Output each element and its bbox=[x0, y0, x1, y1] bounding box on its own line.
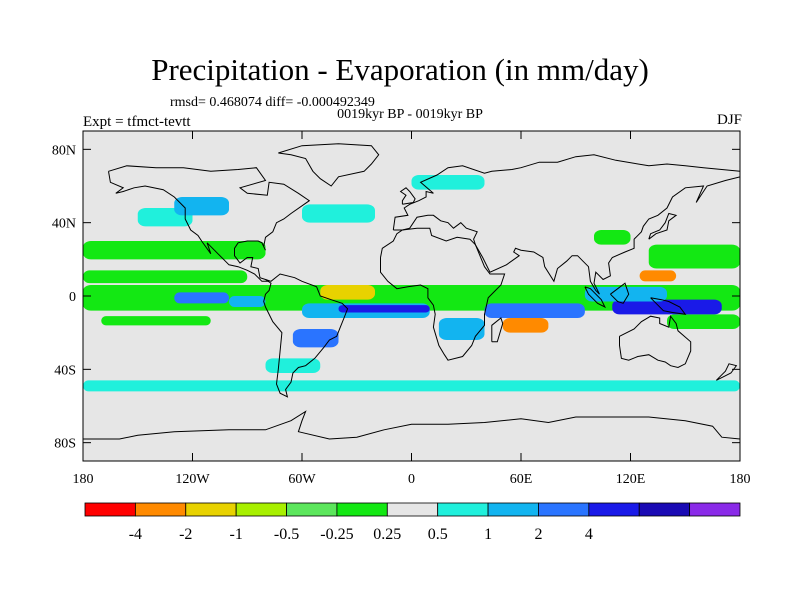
field-patch bbox=[292, 329, 339, 348]
lat-tick-label: 80N bbox=[52, 143, 76, 158]
coastline-antarctica bbox=[83, 410, 740, 440]
colorbar-label: 0.5 bbox=[428, 526, 448, 543]
lat-tick-label: 40N bbox=[52, 217, 76, 232]
field-patch bbox=[502, 318, 549, 333]
colorbar: -4 -2 -1 -0.5 -0.25 0.25 0.5 1 2 4 bbox=[84, 502, 741, 543]
field-patch bbox=[302, 204, 375, 223]
colorbar-box bbox=[286, 502, 338, 517]
coastline-madagascar bbox=[491, 317, 504, 343]
field-patch bbox=[594, 230, 631, 245]
colorbar-box bbox=[638, 502, 691, 517]
coastline-sumatra bbox=[584, 286, 607, 309]
coastline-south-america bbox=[263, 273, 349, 398]
colorbar-label: 1 bbox=[484, 526, 492, 543]
colorbar-box bbox=[134, 502, 187, 517]
coastline-new-guinea bbox=[650, 297, 687, 315]
colorbar-label: -0.25 bbox=[320, 526, 353, 543]
lon-tick-label: 120E bbox=[616, 472, 646, 487]
field-layer bbox=[83, 175, 740, 392]
coastline-australia bbox=[619, 314, 692, 369]
colorbar-label: -0.5 bbox=[274, 526, 299, 543]
colorbar-box bbox=[689, 502, 741, 517]
field-patch bbox=[83, 380, 740, 392]
field-patch bbox=[648, 244, 740, 269]
field-patch bbox=[612, 299, 722, 315]
colorbar-label: -4 bbox=[129, 526, 142, 543]
lon-tick-label: 0 bbox=[408, 472, 415, 487]
colorbar-box bbox=[588, 502, 640, 517]
field-patch bbox=[320, 285, 375, 300]
coastline-greenland bbox=[278, 143, 380, 187]
season-label: DJF bbox=[716, 112, 742, 128]
axis-ticks: 80N 40N 0 40S 80S 180 120W 60W 0 60E 120E 180 bbox=[52, 131, 751, 487]
field-patch bbox=[667, 314, 740, 329]
field-patch bbox=[83, 241, 266, 260]
lat-tick-label: 40S bbox=[54, 363, 76, 378]
lat-tick-label: 80S bbox=[54, 437, 76, 452]
period-label: 0019kyr BP - 0019kyr BP bbox=[337, 107, 483, 122]
field-patch bbox=[174, 197, 229, 216]
field-patch bbox=[229, 296, 266, 307]
colorbar-box bbox=[437, 502, 489, 517]
experiment-label: Expt = tfmct-tevtt bbox=[83, 114, 191, 130]
colorbar-label: 2 bbox=[534, 526, 542, 543]
coastline-eurasia bbox=[392, 154, 740, 295]
coastline-borneo bbox=[610, 282, 630, 304]
map-title: Precipitation - Evaporation (in mm/day) bbox=[151, 52, 649, 87]
lon-tick-label: 120W bbox=[175, 472, 210, 487]
field-patch bbox=[584, 286, 667, 302]
field-patch bbox=[174, 292, 229, 304]
colorbar-box bbox=[84, 502, 136, 517]
coastline-africa bbox=[380, 227, 506, 361]
colorbar-label: -2 bbox=[179, 526, 192, 543]
colorbar-box bbox=[185, 502, 237, 517]
lon-tick-label: 180 bbox=[73, 472, 94, 487]
colorbar-box bbox=[235, 502, 287, 517]
colorbar-box bbox=[538, 502, 590, 517]
coastline-layer bbox=[83, 143, 740, 440]
field-patch bbox=[338, 305, 430, 313]
coastline-japan bbox=[648, 212, 678, 240]
lon-tick-label: 60W bbox=[288, 472, 316, 487]
field-patch bbox=[484, 303, 585, 318]
lon-tick-label: 60E bbox=[510, 472, 533, 487]
field-patch bbox=[83, 270, 248, 284]
colorbar-label: 4 bbox=[585, 526, 593, 543]
rmsd-diff-stats: rmsd= 0.468074 diff= -0.000492349 bbox=[170, 95, 375, 110]
coastline-new-zealand bbox=[715, 363, 738, 381]
field-patch bbox=[101, 316, 211, 326]
lon-tick-label: 180 bbox=[730, 472, 751, 487]
coastline-great-britain bbox=[399, 187, 416, 205]
coastline-north-america bbox=[108, 165, 311, 282]
field-patch bbox=[411, 175, 485, 190]
colorbar-box bbox=[386, 502, 439, 517]
lat-tick-label: 0 bbox=[69, 290, 76, 305]
colorbar-box bbox=[487, 502, 539, 517]
colorbar-label: -1 bbox=[229, 526, 242, 543]
field-patch bbox=[639, 270, 677, 282]
colorbar-label: 0.25 bbox=[373, 526, 401, 543]
field-patch bbox=[438, 318, 485, 340]
colorbar-box bbox=[336, 502, 388, 517]
